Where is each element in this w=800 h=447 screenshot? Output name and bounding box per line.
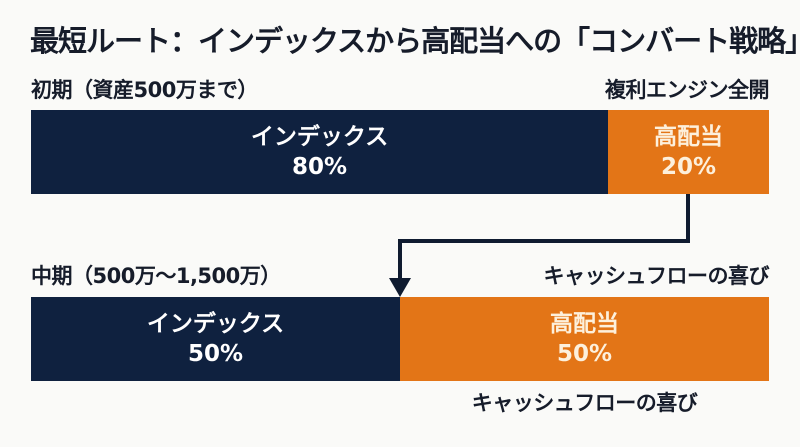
stage-2-label: 中期（500万〜1,500万） — [31, 264, 281, 288]
segment-name: 高配当 — [550, 311, 619, 337]
stage-2-right-label: キャッシュフローの喜び — [543, 264, 770, 288]
segment-name: 高配当 — [654, 124, 724, 150]
stage-2-index-segment: インデックス 50% — [31, 297, 400, 381]
segment-percent: 50% — [556, 341, 613, 367]
stage-2-high-dividend-segment: 高配当 50% — [400, 297, 769, 381]
segment-percent: 20% — [661, 154, 717, 180]
stage-1-allocation-bar: インデックス 80% 高配当 20% — [31, 110, 769, 194]
diagram-title: 最短ルート：インデックスから高配当への「コンバート戦略」 — [30, 24, 800, 58]
stage-1-label: 初期（資産500万まで） — [31, 78, 258, 102]
stage-1-high-dividend-segment: 高配当 20% — [608, 110, 769, 194]
segment-percent: 50% — [187, 341, 244, 367]
stage-1-right-label: 複利エンジン全開 — [605, 78, 770, 102]
segment-name: インデックス — [146, 311, 285, 337]
segment-percent: 80% — [292, 154, 348, 180]
segment-name: インデックス — [250, 124, 389, 150]
stage-2-bottom-label: キャッシュフローの喜び — [471, 391, 698, 415]
stage-2-allocation-bar: インデックス 50% 高配当 50% — [31, 297, 769, 381]
stage-1-index-segment: インデックス 80% — [31, 110, 609, 194]
